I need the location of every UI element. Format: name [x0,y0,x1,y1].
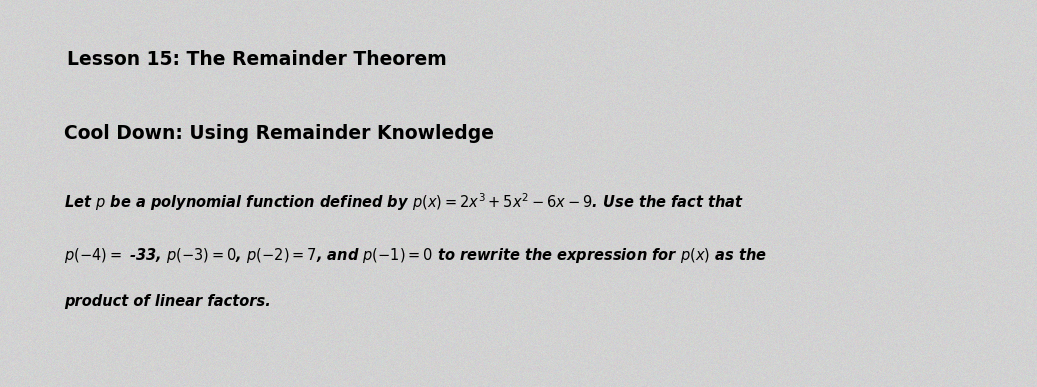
Text: Cool Down: Using Remainder Knowledge: Cool Down: Using Remainder Knowledge [64,124,495,143]
Text: product of linear factors.: product of linear factors. [64,294,271,309]
Text: Lesson 15: The Remainder Theorem: Lesson 15: The Remainder Theorem [67,50,447,69]
Text: $p(-4) = $ -33, $p(-3) = 0$, $p(-2) = 7$, and $p(-1) = 0$ to rewrite the express: $p(-4) = $ -33, $p(-3) = 0$, $p(-2) = 7$… [64,246,767,265]
Text: Let $p$ be a polynomial function defined by $p(x) = 2x^3 + 5x^2 - 6x - 9$. Use t: Let $p$ be a polynomial function defined… [64,192,745,213]
